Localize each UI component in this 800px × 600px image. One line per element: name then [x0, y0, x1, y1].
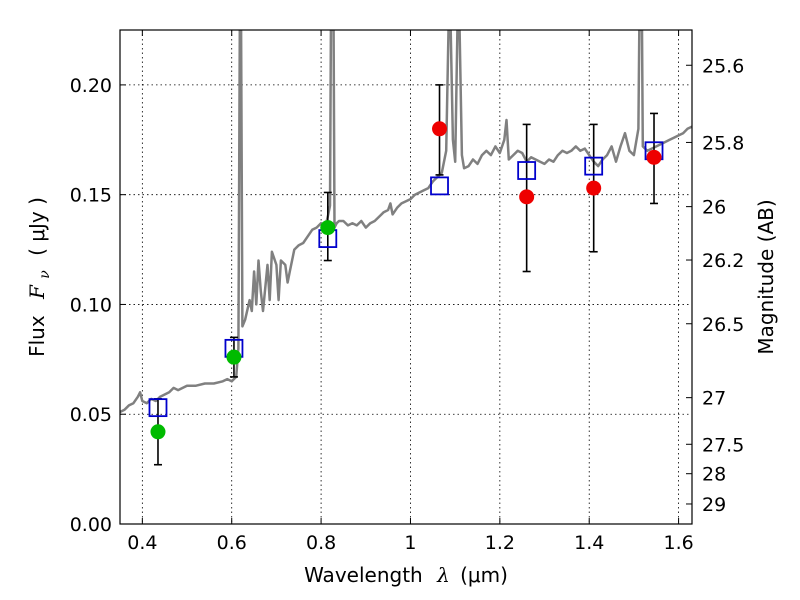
- plot-frame: [119, 29, 693, 525]
- grid-lines: [120, 30, 692, 525]
- x-axis-ticks: 0.4 0.6 0.8 1 1.2 1.4 1.6: [127, 30, 694, 554]
- y-axis-label: Flux F ν ( μJy ): [25, 197, 54, 357]
- x-tick-label: 1: [404, 532, 416, 554]
- y-tick-label: 0.00: [70, 514, 112, 536]
- x-tick-label: 0.8: [306, 532, 336, 554]
- model-photometry-square: [430, 176, 449, 196]
- magnitude-tick-label: 27: [702, 388, 726, 410]
- magnitude-tick-label: 29: [702, 494, 726, 516]
- observed-flux-point: [226, 349, 242, 365]
- error-bar-layer: [153, 84, 659, 466]
- observed-flux-point: [586, 180, 602, 196]
- magnitude-axis-ticks: 25.6 25.8 26 26.2 26.5 27 27.5 28 29: [686, 55, 744, 516]
- magnitude-tick-label: 26.2: [702, 250, 744, 272]
- magnitude-tick-label: 25.8: [702, 132, 744, 154]
- model-photometry-square: [148, 398, 168, 418]
- x-axis-label: Wavelength λ (μm): [304, 563, 508, 587]
- observed-flux-point: [150, 424, 166, 440]
- model-photometry-square: [584, 156, 604, 176]
- model-photometry-square: [517, 161, 537, 180]
- y-tick-label: 0.20: [70, 75, 112, 97]
- magnitude-axis-label: Magnitude (AB): [754, 199, 778, 354]
- model-square-layer: [148, 141, 664, 418]
- x-tick-label: 0.4: [127, 532, 157, 554]
- observed-point-layer: [150, 121, 662, 440]
- magnitude-tick-label: 27.5: [702, 434, 744, 456]
- plot-area: [120, 30, 692, 466]
- x-tick-label: 0.6: [217, 532, 247, 554]
- observed-flux-point: [320, 220, 336, 236]
- y-tick-label: 0.15: [70, 185, 112, 207]
- x-tick-label: 1.6: [663, 532, 693, 554]
- y-tick-label: 0.05: [70, 404, 112, 426]
- sed-model-line: [120, 30, 692, 414]
- observed-flux-point: [432, 121, 448, 137]
- y-axis-ticks: 0.00 0.05 0.10 0.15 0.20: [70, 75, 126, 536]
- magnitude-tick-label: 26.5: [702, 314, 744, 336]
- x-tick-label: 1.2: [485, 532, 515, 554]
- y-tick-label: 0.10: [70, 294, 112, 316]
- magnitude-tick-label: 25.6: [702, 55, 744, 77]
- magnitude-tick-label: 28: [702, 464, 726, 486]
- observed-flux-point: [646, 149, 662, 165]
- sed-line-layer: [120, 30, 692, 414]
- x-tick-label: 1.4: [574, 532, 604, 554]
- observed-flux-point: [519, 189, 535, 205]
- magnitude-tick-label: 26: [702, 197, 726, 219]
